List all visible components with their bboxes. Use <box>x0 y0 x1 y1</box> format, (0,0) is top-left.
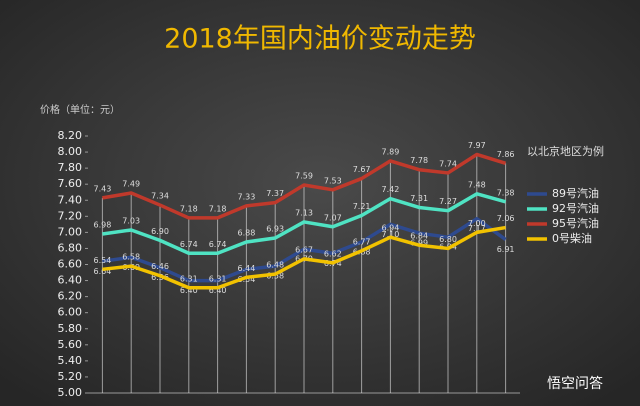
data-label: 7.21 <box>353 202 371 211</box>
y-tick-label: 7.40 <box>58 193 83 206</box>
y-axis-label: 价格（单位：元） <box>40 103 120 116</box>
y-tick-label: 5.60 <box>58 338 83 351</box>
y-tick-label: 6.60 <box>58 258 83 271</box>
y-tick-label: 5.20 <box>58 370 83 383</box>
data-label: 7.37 <box>266 189 284 198</box>
data-label: 6.46 <box>151 262 169 271</box>
data-label: 6.64 <box>93 267 111 276</box>
data-label: 7.17 <box>468 224 486 233</box>
legend-label: 95号汽油 <box>552 216 599 230</box>
data-label: 6.74 <box>180 240 198 249</box>
y-tick-label: 6.00 <box>58 306 83 319</box>
y-tick-label: 6.40 <box>58 274 83 287</box>
y-tick-label: 7.80 <box>58 161 83 174</box>
data-label: 7.42 <box>381 185 399 194</box>
data-label: 6.62 <box>324 249 342 258</box>
data-label: 7.48 <box>468 180 486 189</box>
data-label: 6.54 <box>93 256 111 265</box>
y-tick-label: 8.20 <box>58 129 83 142</box>
y-tick-label: 5.40 <box>58 354 83 367</box>
y-tick-label: 7.00 <box>58 225 83 238</box>
y-tick-label: 7.60 <box>58 177 83 190</box>
data-label: 7.13 <box>295 208 313 217</box>
data-label: 6.58 <box>266 272 284 281</box>
data-label: 7.49 <box>122 180 140 189</box>
data-label: 6.90 <box>151 227 169 236</box>
legend-label: 92号汽油 <box>552 201 599 215</box>
series-line <box>102 152 507 220</box>
y-tick-label: 7.20 <box>58 209 83 222</box>
watermark: 悟空问答 <box>547 375 603 392</box>
data-label: 7.86 <box>497 150 515 159</box>
chart-title: 2018年国内油价变动走势 <box>164 24 476 55</box>
y-tick-label: 8.00 <box>58 145 83 158</box>
data-label: 7.67 <box>353 165 371 174</box>
data-label: 7.18 <box>180 204 198 213</box>
legend-label: 89号汽油 <box>552 186 599 200</box>
data-label: 6.74 <box>209 240 227 249</box>
data-label: 6.44 <box>237 264 255 273</box>
data-label: 6.94 <box>381 224 399 233</box>
series-line <box>102 216 507 283</box>
data-label: 7.43 <box>93 184 111 193</box>
data-label: 6.40 <box>180 286 198 295</box>
data-label: 7.06 <box>497 214 515 223</box>
data-label: 6.93 <box>266 224 284 233</box>
data-label: 7.10 <box>381 230 399 239</box>
data-label: 7.59 <box>295 171 313 180</box>
data-label: 7.74 <box>439 159 457 168</box>
data-label: 6.84 <box>410 232 428 241</box>
data-label: 7.34 <box>151 192 169 201</box>
data-label: 6.80 <box>439 235 457 244</box>
data-label: 6.91 <box>497 245 515 254</box>
data-label: 7.33 <box>237 192 255 201</box>
annotation: 以北京地区为例 <box>527 144 604 158</box>
data-label: 7.03 <box>122 216 140 225</box>
data-label: 6.48 <box>266 261 284 270</box>
data-label: 6.40 <box>209 286 227 295</box>
data-label: 6.31 <box>180 274 198 283</box>
data-label: 7.78 <box>410 156 428 165</box>
data-label: 6.98 <box>93 220 111 229</box>
data-label: 7.38 <box>497 188 515 197</box>
data-label: 6.58 <box>122 253 140 262</box>
data-label: 7.18 <box>209 204 227 213</box>
y-tick-label: 5.80 <box>58 322 83 335</box>
data-label: 7.89 <box>381 147 399 156</box>
data-label: 6.54 <box>237 275 255 284</box>
data-label: 7.00 <box>468 219 486 228</box>
data-label: 7.53 <box>324 176 342 185</box>
data-label: 6.56 <box>151 273 169 282</box>
data-label: 7.31 <box>410 194 428 203</box>
y-tick-label: 6.20 <box>58 290 83 303</box>
series-line <box>102 225 506 290</box>
data-label: 6.31 <box>209 274 227 283</box>
data-label: 7.27 <box>439 197 457 206</box>
series-line <box>102 192 507 256</box>
data-label: 6.88 <box>237 229 255 238</box>
data-label: 6.99 <box>410 239 428 248</box>
data-label: 6.77 <box>353 237 371 246</box>
legend-label: 0号柴油 <box>552 231 592 245</box>
data-label: 7.97 <box>468 141 486 150</box>
y-tick-label: 6.80 <box>58 241 83 254</box>
data-label: 6.67 <box>295 245 313 254</box>
y-tick-label: 5.00 <box>58 386 83 399</box>
data-label: 7.07 <box>324 213 342 222</box>
